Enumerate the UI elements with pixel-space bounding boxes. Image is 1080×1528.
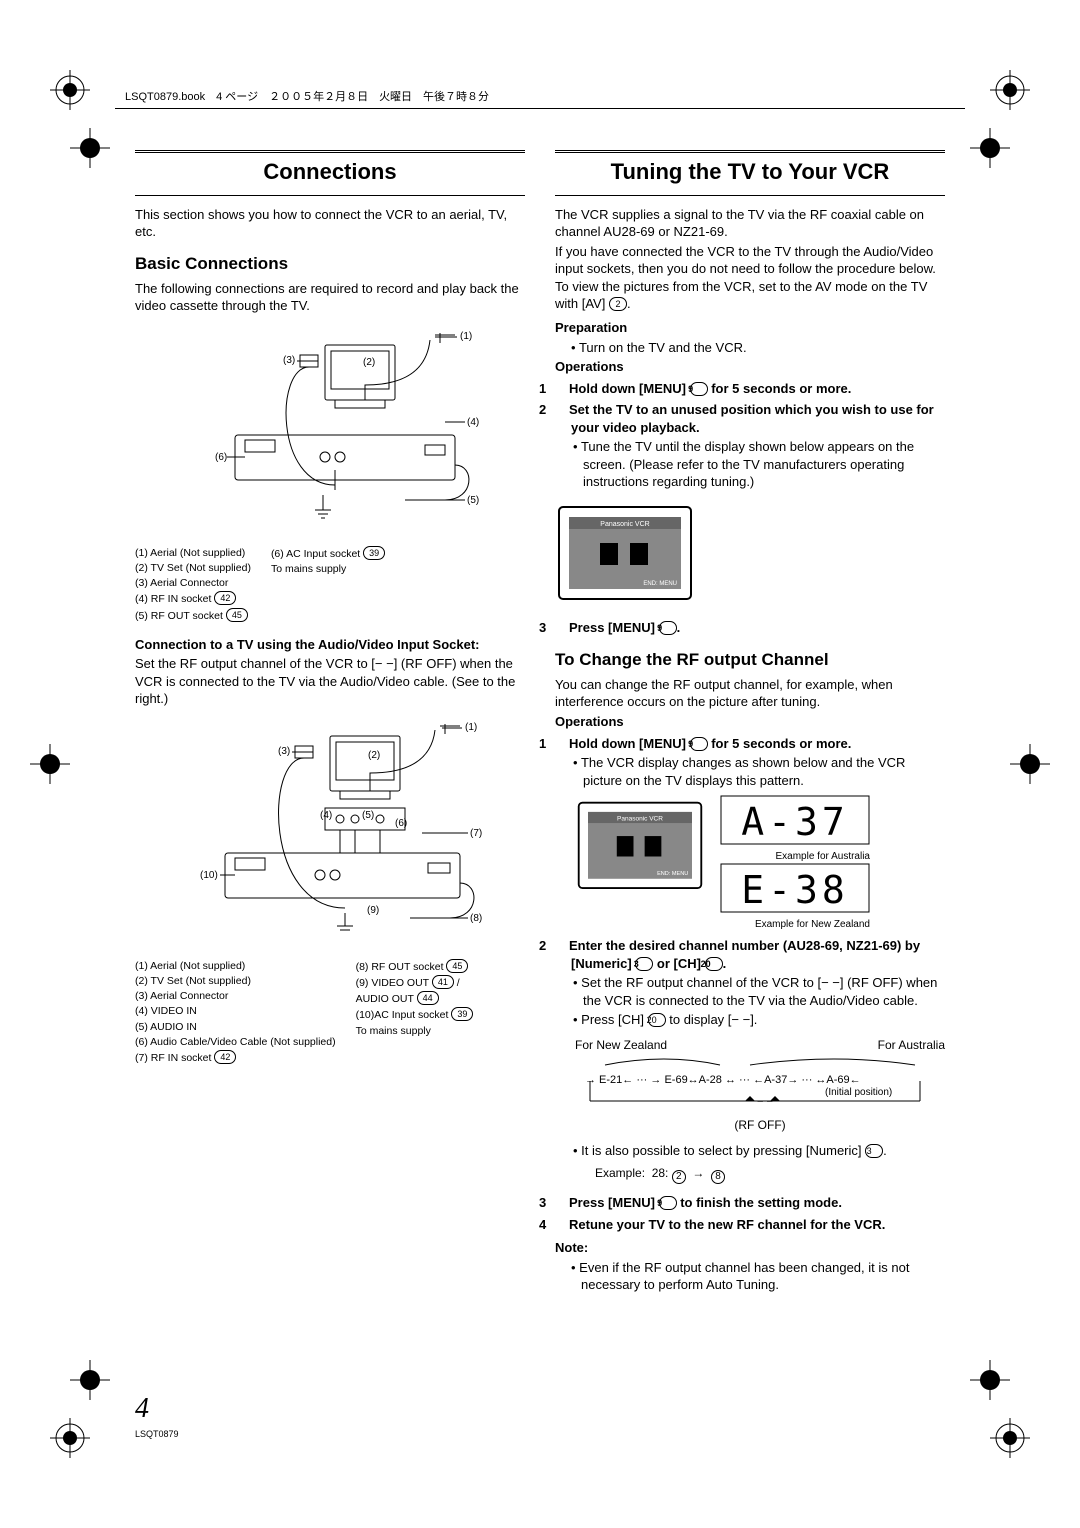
connections-title: Connections: [135, 157, 525, 187]
op-step-1: 1Hold down [MENU] 9 for 5 seconds or mor…: [555, 380, 945, 398]
svg-text:(4): (4): [467, 417, 479, 428]
op-step-3: 3Press [MENU] 9.: [555, 619, 945, 637]
svg-text:(10): (10): [200, 870, 218, 881]
tuning-intro1: The VCR supplies a signal to the TV via …: [555, 206, 945, 241]
rf-step-2: 2Enter the desired channel number (AU28-…: [555, 937, 945, 1029]
left-column: Connections This section shows you how t…: [135, 150, 525, 1296]
svg-text:(4): (4): [320, 810, 332, 821]
svg-text:(Initial position): (Initial position): [825, 1087, 892, 1098]
legend-diagram1: (1) Aerial (Not supplied) (2) TV Set (No…: [135, 545, 525, 624]
diagram-av: (1) (2) (3) (4) (5) (6) (7) (8) (9) (10): [170, 718, 490, 948]
svg-text:(5): (5): [467, 495, 479, 506]
note-text: Even if the RF output channel has been c…: [571, 1259, 945, 1294]
legend-diagram2: (1) Aerial (Not supplied) (2) TV Set (No…: [135, 958, 525, 1066]
rf-step-3: 3Press [MENU] 9 to finish the setting mo…: [555, 1194, 945, 1212]
svg-text:E-38: E-38: [741, 868, 849, 912]
intro-text: This section shows you how to connect th…: [135, 206, 525, 241]
page-number: 4: [135, 1390, 149, 1428]
svg-text:END: MENU: END: MENU: [643, 581, 677, 587]
channel-range: For New Zealand For Australia → E-21← ··…: [575, 1037, 945, 1134]
numeric-select-note: It is also possible to select by pressin…: [573, 1142, 945, 1160]
svg-text:(6): (6): [395, 818, 407, 829]
svg-text:(2): (2): [368, 750, 380, 761]
operations-heading-2: Operations: [555, 713, 945, 731]
seven-seg-aus: A-37: [720, 795, 870, 845]
svg-text:Panasonic VCR: Panasonic VCR: [600, 521, 649, 528]
right-column: Tuning the TV to Your VCR The VCR suppli…: [555, 150, 945, 1296]
rf-channel-text: You can change the RF output channel, fo…: [555, 676, 945, 711]
display-examples: Panasonic VCR END: MENU A-37 Example for…: [575, 795, 945, 931]
svg-text:(8): (8): [470, 913, 482, 924]
svg-text:(2): (2): [363, 357, 375, 368]
tuning-intro2: If you have connected the VCR to the TV …: [555, 243, 945, 313]
av-socket-heading: Connection to a TV using the Audio/Video…: [135, 637, 480, 652]
rf-step-4: 4Retune your TV to the new RF channel fo…: [555, 1216, 945, 1234]
prep-item: Turn on the TV and the VCR.: [571, 339, 945, 357]
svg-text:(3): (3): [278, 746, 290, 757]
svg-text:(6): (6): [215, 452, 227, 463]
diagram-basic: (1) (2) (3) (4) (5) (6): [175, 325, 485, 535]
svg-text:Panasonic VCR: Panasonic VCR: [617, 815, 663, 822]
rf-channel-heading: To Change the RF output Channel: [555, 649, 945, 672]
svg-text:(1): (1): [465, 722, 477, 733]
seven-seg-nz: E-38: [720, 863, 870, 913]
svg-text:→ E-21← ··· → E-69↔A-28 ↔ ···: → E-21← ··· → E-69↔A-28 ↔ ··· ←A-37→ ···…: [585, 1074, 861, 1086]
op-step-2: 2Set the TV to an unused position which …: [555, 401, 945, 491]
av-socket-text: Set the RF output channel of the VCR to …: [135, 655, 525, 708]
basic-connections-text: The following connections are required t…: [135, 280, 525, 315]
header-stamp: LSQT0879.book 4 ページ ２００５年２月８日 火曜日 午後７時８分: [125, 90, 489, 105]
doc-code: LSQT0879: [135, 1428, 179, 1440]
svg-text:(3): (3): [283, 355, 295, 366]
osd-screen-1: Panasonic VCR END: MENU: [555, 503, 695, 603]
svg-text:(1): (1): [460, 331, 472, 342]
tuning-title: Tuning the TV to Your VCR: [555, 157, 945, 187]
svg-text:A-37: A-37: [741, 800, 849, 844]
svg-text:(9): (9): [367, 905, 379, 916]
preparation-heading: Preparation: [555, 319, 945, 337]
svg-text:END: MENU: END: MENU: [657, 871, 688, 877]
note-heading: Note:: [555, 1239, 945, 1257]
svg-text:(5): (5): [362, 810, 374, 821]
rf-step-1: 1Hold down [MENU] 9 for 5 seconds or mor…: [555, 735, 945, 790]
operations-heading: Operations: [555, 358, 945, 376]
svg-text:− −: − −: [757, 1096, 773, 1108]
basic-connections-heading: Basic Connections: [135, 253, 525, 276]
svg-text:(7): (7): [470, 828, 482, 839]
example-row: Example: 28: 2 → 8: [595, 1165, 945, 1184]
